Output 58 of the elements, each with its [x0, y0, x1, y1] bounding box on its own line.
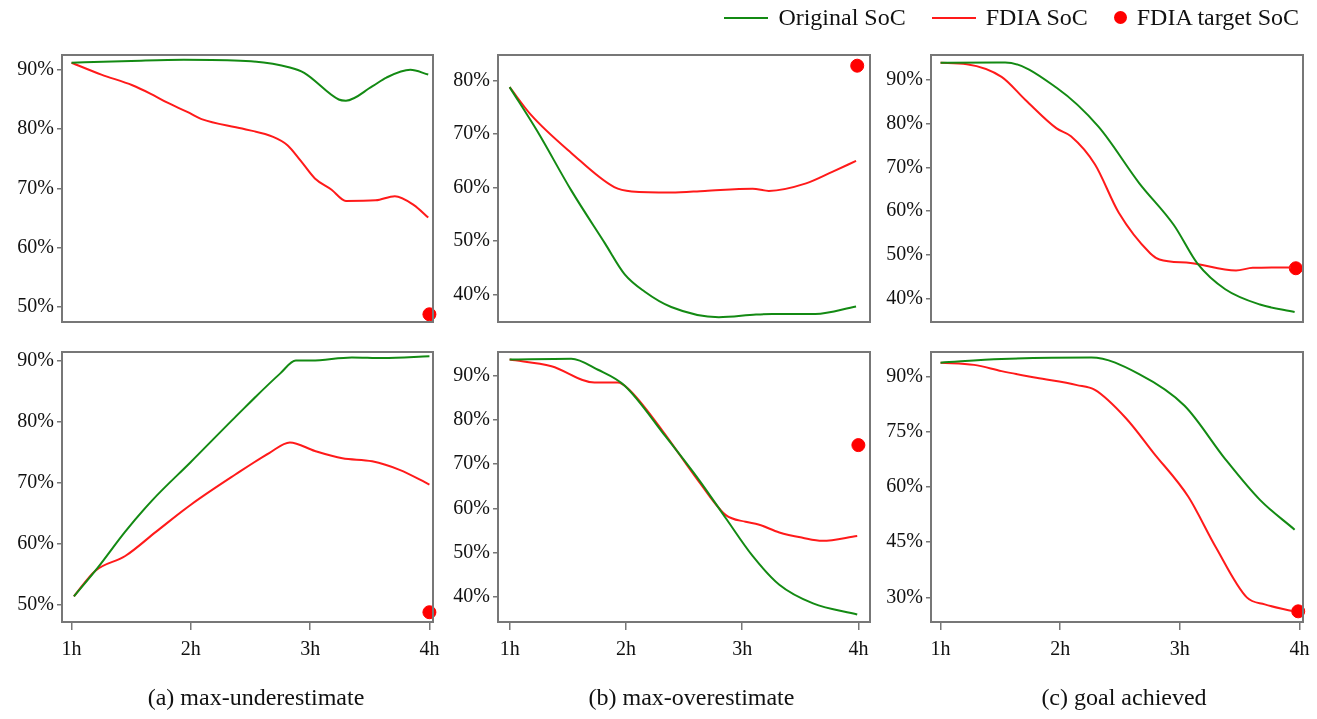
x-tick-label: 4h [848, 637, 869, 660]
y-tick-label: 50% [453, 540, 490, 563]
y-tick-label: 90% [453, 362, 490, 385]
y-tick-label: 50% [886, 241, 923, 264]
line-series [939, 356, 1296, 531]
x-tick-label: 3h [300, 637, 321, 660]
y-tick-label: 75% [886, 419, 923, 442]
line-series [939, 61, 1296, 313]
text: (a) max-underestimate [146, 684, 366, 711]
y-tick-label: 70% [886, 154, 923, 177]
y-tick-label: 30% [886, 584, 923, 607]
x-tick-label: 4h [1289, 637, 1310, 660]
y-tick-label: 50% [453, 228, 490, 251]
line-series [508, 357, 859, 616]
y-tick-label: 50% [17, 592, 54, 615]
legend-label: FDIA SoC [985, 4, 1088, 31]
x-tick-label: 1h [930, 637, 951, 660]
y-tick-label: 80% [886, 110, 923, 133]
y-tick-label: 90% [886, 363, 923, 386]
x-tick-label: 3h [1169, 637, 1190, 660]
y-tick-label: 60% [453, 174, 490, 197]
line-series [508, 358, 859, 542]
y-tick-label: 70% [17, 175, 54, 198]
line-series [70, 61, 430, 219]
y-tick-label: 80% [17, 116, 54, 139]
line-series [70, 58, 430, 102]
y-tick-label: 40% [453, 584, 490, 607]
text: (c) goal achieved [1040, 684, 1208, 711]
y-tick-label: 40% [453, 281, 490, 304]
y-tick-label: 60% [17, 235, 54, 258]
y-tick-label: 60% [17, 531, 54, 554]
x-tick-label: 2h [615, 637, 636, 660]
text: (b) max-overestimate [587, 684, 796, 711]
y-tick-label: 80% [453, 67, 490, 90]
legend-label: FDIA target SoC [1136, 4, 1299, 31]
y-tick-label: 80% [453, 407, 490, 430]
x-tick-label: 4h [419, 637, 440, 660]
line-series [72, 355, 431, 598]
y-tick-label: 80% [17, 408, 54, 431]
line-series [508, 86, 858, 319]
y-tick-label: 40% [886, 285, 923, 308]
y-tick-label: 90% [17, 57, 54, 80]
x-tick-label: 2h [1050, 637, 1071, 660]
y-tick-label: 45% [886, 529, 923, 552]
y-tick-label: 60% [886, 474, 923, 497]
y-tick-label: 60% [886, 198, 923, 221]
y-tick-label: 70% [17, 469, 54, 492]
y-tick-label: 90% [17, 347, 54, 370]
x-tick-label: 1h [61, 637, 82, 660]
y-tick-label: 60% [453, 495, 490, 518]
y-tick-label: 70% [453, 451, 490, 474]
y-tick-label: 90% [886, 67, 923, 90]
y-tick-label: 70% [453, 121, 490, 144]
x-tick-label: 2h [180, 637, 201, 660]
x-tick-label: 3h [732, 637, 753, 660]
x-tick-label: 1h [499, 637, 520, 660]
legend-label: Original SoC [778, 4, 906, 31]
y-tick-label: 50% [17, 294, 54, 317]
